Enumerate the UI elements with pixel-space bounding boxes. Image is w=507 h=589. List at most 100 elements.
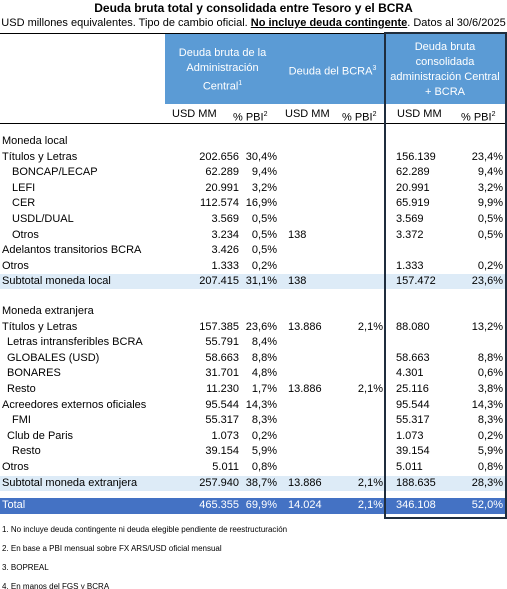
footnote: 2. En base a PBI mensual sobre FX ARS/US…: [2, 544, 222, 553]
cell: 0,5%: [477, 228, 503, 241]
row-label: Títulos y Letras: [2, 150, 78, 163]
cell: 0,6%: [477, 367, 503, 380]
header-band: [165, 34, 506, 104]
cell: 13.886: [288, 383, 322, 396]
cell: 11.230: [206, 383, 239, 396]
section-title: Moneda extranjera: [2, 305, 94, 318]
cell: 25.116: [396, 383, 429, 396]
note: 2: [491, 111, 496, 118]
cell: 23,6%: [471, 275, 503, 288]
row-label: Otros: [12, 228, 39, 241]
cell: 5.011: [212, 461, 239, 474]
cell: 2,1%: [357, 383, 383, 396]
group-header: Deuda bruta de la Administración Central…: [169, 38, 276, 102]
cell: 1.073: [211, 429, 239, 442]
cell: 157.385: [199, 320, 239, 333]
cell: 346.108: [396, 499, 436, 511]
cell: 4.301: [396, 367, 424, 380]
row-label: Acreedores externos oficiales: [2, 398, 147, 411]
column-header: % PBI2: [461, 111, 496, 124]
cell: 55.791: [205, 336, 239, 349]
cell: 1.333: [211, 259, 239, 272]
column-header: USD MM: [285, 108, 330, 120]
cell: 8,8%: [477, 351, 503, 364]
cell: 3.426: [211, 244, 239, 257]
cell: 3.234: [211, 228, 239, 241]
footnote: 4. En manos del FGS y BCRA: [2, 582, 110, 589]
cell: 8,3%: [477, 414, 503, 427]
cell: 13.886: [288, 320, 322, 333]
cell: 31.701: [205, 367, 239, 380]
cell: 5,9%: [251, 445, 277, 458]
cell: 5,9%: [477, 445, 503, 458]
column-header: % PBI2: [342, 111, 377, 124]
cell: 8,4%: [251, 336, 277, 349]
column-header: USD MM: [172, 108, 217, 120]
cell: 39.154: [205, 445, 239, 458]
cell: 3.372: [396, 228, 424, 241]
cell: 20.991: [205, 181, 239, 194]
row-label: Adelantos transitorios BCRA: [2, 244, 142, 257]
cell: 257.940: [199, 476, 239, 489]
cell: 0,2%: [477, 429, 503, 442]
cell: 23,4%: [471, 150, 503, 163]
cell: 65.919: [396, 197, 430, 210]
cell: 2,1%: [357, 476, 383, 489]
cell: 62.289: [396, 166, 430, 179]
column-header: USD MM: [397, 108, 442, 120]
cell: 9,9%: [477, 197, 503, 210]
cell: 1,7%: [251, 383, 277, 396]
cell: 2,1%: [357, 499, 383, 511]
cell: 112.574: [200, 197, 239, 210]
group-label: Deuda bruta de la Administración Central…: [178, 46, 267, 93]
cell: 13.886: [288, 476, 322, 489]
cell: 55.317: [396, 414, 430, 427]
row-label: Club de Paris: [7, 429, 74, 442]
row-label: Otros: [2, 259, 29, 272]
cell: 14.024: [288, 499, 322, 511]
cell: 3,2%: [251, 181, 277, 194]
row-label: USDL/DUAL: [12, 213, 74, 225]
section-title: Moneda local: [2, 135, 68, 147]
row-label: BONARES: [7, 367, 61, 380]
cell: 138: [288, 275, 307, 288]
cell: 0,5%: [251, 213, 277, 225]
row-label: BONCAP/LECAP: [12, 166, 98, 179]
group-label: Deuda bruta consolidada administración C…: [390, 41, 500, 98]
cell: 30,4%: [245, 150, 277, 163]
cell: 207.415: [199, 275, 239, 288]
cell: 3.569: [211, 213, 239, 225]
rule: [0, 33, 507, 34]
cell: 157.472: [396, 275, 436, 288]
title: Deuda bruta total y consolidada entre Te…: [94, 1, 413, 15]
subtotal-band: [0, 274, 507, 290]
cell: 9,4%: [251, 166, 277, 179]
row-label: Otros: [2, 461, 29, 474]
cell: 0,8%: [477, 461, 503, 474]
group-header: Deuda bruta consolidada administración C…: [389, 38, 501, 102]
cell: 0,2%: [251, 429, 277, 442]
cell: 1.333: [396, 259, 424, 272]
subtotal-label: Subtotal moneda local: [2, 275, 111, 288]
cell: 8,8%: [251, 351, 277, 364]
subtitle-text: USD millones equivalentes. Tipo de cambi…: [1, 17, 251, 29]
cell: 156.139: [396, 150, 436, 163]
row-label: LEFI: [12, 181, 36, 194]
group-label: Deuda del BCRA3: [288, 64, 377, 78]
note: 3: [372, 64, 377, 72]
cell: 8,3%: [251, 414, 277, 427]
cell: 39.154: [396, 445, 430, 458]
cell: 58.663: [205, 351, 239, 364]
total-label: Total: [2, 499, 26, 511]
subtitle: USD millones equivalentes. Tipo de cambi…: [0, 16, 507, 31]
cell: 3,8%: [477, 383, 503, 396]
consolidated-box: [384, 32, 507, 519]
cell: 3.569: [396, 213, 424, 225]
cell: 138: [288, 228, 307, 241]
cell: 465.355: [199, 499, 239, 511]
cell: 0,5%: [251, 228, 277, 241]
row-label: CER: [12, 197, 36, 210]
note: 2: [372, 111, 377, 118]
row-label: Resto: [7, 383, 36, 396]
